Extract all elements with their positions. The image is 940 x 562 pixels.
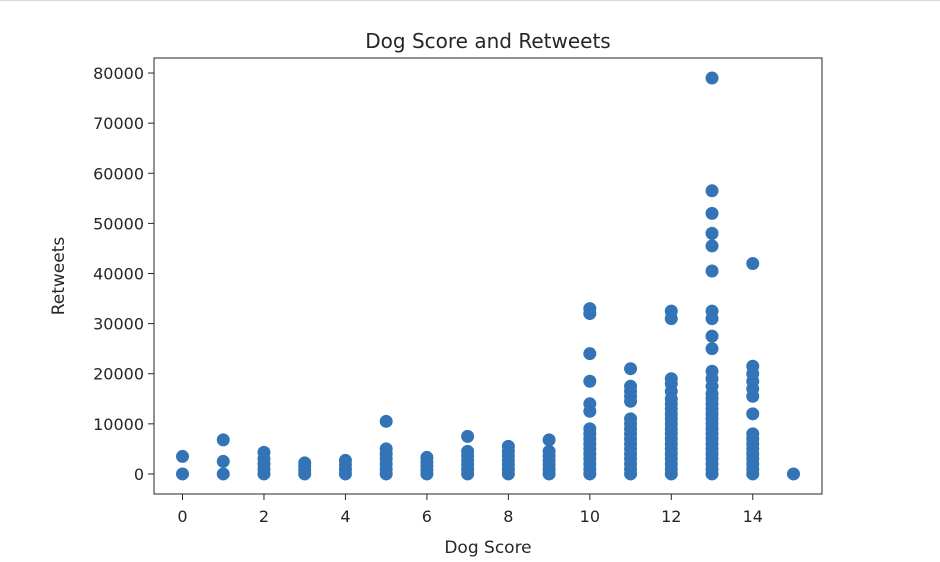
data-point — [583, 422, 597, 436]
data-point — [461, 429, 475, 443]
y-tick-label: 10000 — [93, 415, 144, 434]
y-axis: 0 10000 20000 30000 40000 50000 60000 70000 8000… — [93, 64, 154, 484]
data-point — [216, 433, 230, 447]
x-tick-label: 6 — [422, 507, 432, 526]
chart-title: Dog Score and Retweets — [365, 29, 610, 53]
data-point — [705, 304, 719, 318]
data-point — [176, 449, 190, 463]
data-point — [624, 379, 638, 393]
x-tick-label: 0 — [177, 507, 187, 526]
y-tick-label: 40000 — [93, 264, 144, 283]
data-point — [542, 433, 556, 447]
data-point — [664, 304, 678, 318]
data-point — [664, 372, 678, 386]
data-point — [705, 342, 719, 356]
data-point — [583, 302, 597, 316]
data-point — [624, 362, 638, 376]
data-point — [624, 412, 638, 426]
data-point — [216, 467, 230, 481]
data-point — [705, 206, 719, 220]
data-point — [705, 364, 719, 378]
data-point — [746, 359, 760, 373]
x-axis-label: Dog Score — [444, 538, 531, 558]
x-tick-label: 14 — [743, 507, 763, 526]
data-point — [705, 184, 719, 198]
data-point — [583, 347, 597, 361]
y-tick-label: 60000 — [93, 164, 144, 183]
plot-frame — [153, 57, 823, 495]
data-point — [379, 442, 393, 456]
data-point — [746, 256, 760, 270]
data-point — [257, 445, 271, 459]
x-tick-label: 4 — [340, 507, 350, 526]
data-point — [216, 454, 230, 468]
y-tick-label: 30000 — [93, 315, 144, 334]
data-point — [746, 427, 760, 441]
data-point — [461, 444, 475, 458]
data-point — [746, 407, 760, 421]
data-point — [420, 450, 434, 464]
data-point — [176, 467, 190, 481]
y-tick-label: 0 — [134, 465, 144, 484]
points-layer — [176, 71, 800, 481]
top-rule — [0, 0, 940, 1]
data-point — [379, 414, 393, 428]
data-point — [583, 374, 597, 388]
data-point — [705, 226, 719, 240]
x-tick-label: 2 — [259, 507, 269, 526]
y-tick-label: 70000 — [93, 114, 144, 133]
x-tick-label: 8 — [503, 507, 513, 526]
data-point — [338, 453, 352, 467]
y-tick-label: 80000 — [93, 64, 144, 83]
x-tick-label: 12 — [661, 507, 681, 526]
data-point — [298, 456, 312, 470]
data-point — [705, 71, 719, 85]
data-point — [542, 444, 556, 458]
x-axis: 0 2 4 6 8 10 12 14 — [177, 494, 763, 526]
x-tick-label: 10 — [580, 507, 600, 526]
data-point — [705, 239, 719, 253]
y-tick-label: 50000 — [93, 214, 144, 233]
data-point — [705, 264, 719, 278]
data-point — [583, 397, 597, 411]
data-point — [786, 467, 800, 481]
data-point — [501, 439, 515, 453]
y-axis-label: Retweets — [49, 237, 69, 316]
y-tick-label: 20000 — [93, 365, 144, 384]
data-point — [705, 329, 719, 343]
